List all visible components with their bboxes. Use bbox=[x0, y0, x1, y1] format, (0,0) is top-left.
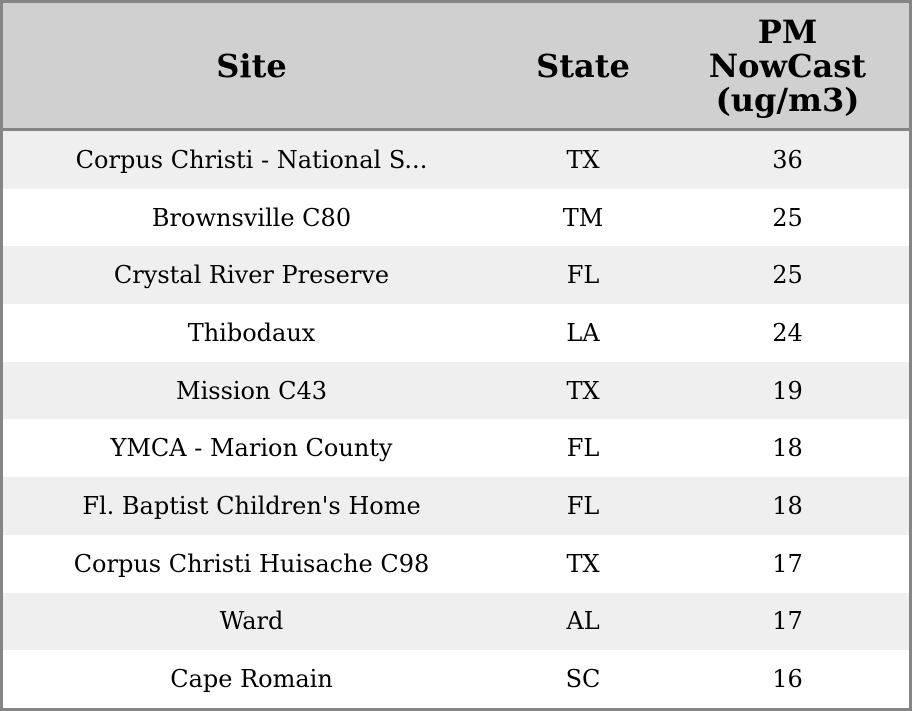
table-cell: TX bbox=[566, 549, 600, 578]
table-cell: 36 bbox=[772, 145, 803, 174]
table-row: Ward AL 17 bbox=[3, 592, 909, 651]
table-cell: 17 bbox=[772, 607, 803, 636]
table-row: Fl. Baptist Children's Home FL 18 bbox=[3, 477, 909, 535]
table-row: Crystal River Preserve FL 25 bbox=[3, 246, 909, 305]
table-cell: Crystal River Preserve bbox=[113, 261, 390, 290]
table-cell: SC bbox=[565, 665, 601, 694]
table-cell: 18 bbox=[772, 491, 803, 520]
header-cell: State bbox=[536, 46, 630, 85]
table-cell: FL bbox=[566, 261, 600, 290]
table-cell: 17 bbox=[772, 549, 803, 578]
table-cell: AL bbox=[566, 607, 600, 636]
table-cell: Corpus Christi Huisache C98 bbox=[73, 549, 430, 578]
table-cell: Brownsville C80 bbox=[151, 203, 352, 232]
table-cell: 24 bbox=[772, 318, 803, 347]
table-cell: 19 bbox=[772, 376, 803, 405]
table-row: Corpus Christi - National S... TX 36 bbox=[3, 131, 909, 189]
header-text: PM NowCast (ug/m3) bbox=[708, 12, 867, 119]
table-cell: Mission C43 bbox=[176, 376, 327, 405]
table-cell: 25 bbox=[772, 203, 803, 232]
table-row: Cape Romain SC 16 bbox=[3, 650, 909, 708]
table-cell: 18 bbox=[772, 434, 803, 463]
table-cell: TX bbox=[566, 376, 600, 405]
table-cell: Fl. Baptist Children's Home bbox=[82, 491, 421, 520]
table-row: Corpus Christi Huisache C98 TX 17 bbox=[3, 534, 909, 593]
table-cell: Cape Romain bbox=[170, 665, 333, 694]
table-cell: 16 bbox=[772, 665, 803, 694]
table-cell: LA bbox=[566, 318, 600, 347]
header-cell: PM NowCast (ug/m3) bbox=[666, 15, 909, 117]
header-cell: Site bbox=[216, 46, 287, 85]
table-cell: Ward bbox=[219, 607, 284, 636]
table-cell: Thibodaux bbox=[187, 318, 316, 347]
table-row: Brownsville C80 TM 25 bbox=[3, 188, 909, 247]
table-row: Mission C43 TX 19 bbox=[3, 361, 909, 420]
table-cell: 25 bbox=[772, 261, 803, 290]
table-cell: TX bbox=[566, 145, 600, 174]
table-cell: Corpus Christi - National S... bbox=[75, 145, 428, 174]
table-cell: FL bbox=[566, 491, 600, 520]
table-row: Thibodaux LA 24 bbox=[3, 304, 909, 362]
table-cell: YMCA - Marion County bbox=[110, 434, 393, 463]
table-row: YMCA - Marion County FL 18 bbox=[3, 419, 909, 478]
table-cell: FL bbox=[566, 434, 600, 463]
table-cell: TM bbox=[562, 203, 604, 232]
header-row: Site State PM NowCast (ug/m3) bbox=[3, 3, 909, 131]
